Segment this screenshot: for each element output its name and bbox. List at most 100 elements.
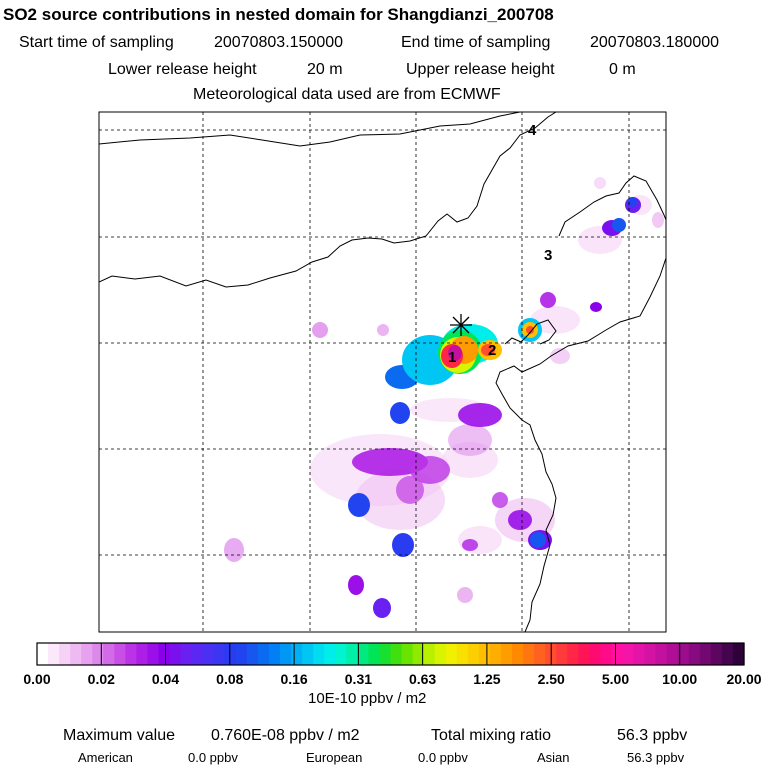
colorbar-cell [699,643,712,665]
colorbar-cell [423,643,436,665]
colorbar-cell [246,643,259,665]
colorbar-cell [567,643,579,665]
grid-label-4: 4 [528,122,537,139]
region-value-european: 0.0 ppbv [418,750,468,765]
grid-label-3: 3 [544,247,552,264]
plume-blob [627,197,637,207]
colorbar-cell [456,643,469,665]
colorbar-cell [213,643,226,665]
colorbar-cells [37,643,745,665]
region-value-asian: 56.3 ppbv [627,750,685,765]
plume-blobs [224,177,664,618]
colorbar-cell [445,643,458,665]
colorbar-cell [235,643,248,665]
plume-blob [448,345,462,361]
region-value-american: 0.0 ppbv [188,750,238,765]
colorbar-tick-label: 0.04 [151,671,180,687]
colorbar-cell [224,643,237,665]
plume-blob [348,575,364,595]
colorbar-frame [36,642,745,666]
colorbar-units: 10E-10 ppbv / m2 [308,690,427,707]
colorbar-cell [257,643,270,665]
lat-lon-grid [99,112,666,632]
colorbar-tick-label: 0.00 [23,671,51,687]
colorbar-cell [37,643,49,665]
colorbar-cell [291,643,303,665]
colorbar-cell [611,643,624,665]
plume-blob [410,456,450,484]
region-name-european: European [306,750,363,765]
grid-label-2: 2 [488,342,496,359]
map-frame [98,111,667,633]
colorbar-cell [313,643,325,665]
plume-blob [462,539,478,551]
colorbar-cell [489,643,502,665]
colorbar-cell [688,643,701,665]
colorbar-cell [644,643,657,665]
max-value: 0.760E-08 ppbv / m2 [211,727,360,744]
colorbar-cell [578,643,590,665]
colorbar-cell [368,643,381,665]
receptor-marker [450,314,472,336]
colorbar-cell [180,643,193,665]
colorbar-tick-label: 1.25 [473,671,501,687]
plume-blob [348,493,370,517]
colorbar-tick-label: 20.00 [726,671,762,687]
end-time-label: End time of sampling [401,34,551,51]
start-time-value: 20070803.150000 [214,34,344,51]
colorbar-cell [324,643,336,665]
colorbar-separators [100,643,681,665]
upper-height-value: 0 m [609,61,636,78]
plume-blob [612,218,626,232]
colorbar-cell [191,643,204,665]
plume-blob [392,533,414,557]
region-name-asian: Asian [537,750,570,765]
colorbar-cell [467,643,480,665]
colorbar-cell [280,643,292,665]
plume-blob [352,448,428,476]
plume-blob [448,424,492,456]
colorbar-cell [732,643,745,665]
colorbar-cell [169,643,182,665]
colorbar-cell [202,643,215,665]
colorbar-cell [81,643,93,665]
plume-blob [481,344,495,356]
colorbar-tick-label: 5.00 [601,671,630,687]
colorbar-tick-label: 2.50 [537,671,565,687]
colorbar-tick-label: 10.00 [662,671,698,687]
lower-height-label: Lower release height [108,61,257,78]
plume-blob [550,348,570,364]
colorbar-cell [158,643,171,665]
colorbar-cell [434,643,447,665]
coastline-north [99,112,557,288]
plume-blob [312,322,328,338]
plume-blob [594,177,606,189]
colorbar-cell [589,643,601,665]
colorbar-cell [70,643,82,665]
map-area: 1 2 3 4 [99,112,666,632]
plume-blob [458,403,502,427]
coastline-east [495,175,666,632]
total-mixing-value: 56.3 ppbv [617,727,688,744]
colorbar-cell [721,643,734,665]
coastline-peninsula [504,319,557,345]
colorbar-cell [92,643,104,665]
plume-blob [390,402,410,424]
colorbar-cell [302,643,314,665]
grid-label-1: 1 [448,349,456,366]
colorbar-cell [622,643,635,665]
plume-blob [530,306,580,334]
colorbar-cell [500,643,513,665]
colorbar-cell [478,643,491,665]
plume-blob [377,324,389,336]
colorbar-cell [390,643,403,665]
colorbar-cell [556,643,568,665]
plume-blob [652,212,664,228]
colorbar-cell [655,643,668,665]
plume-blob [396,476,424,504]
colorbar-cell [401,643,414,665]
colorbar-cell [512,643,524,665]
colorbar-tick-label: 0.02 [87,671,115,687]
upper-height-label: Upper release height [406,61,555,78]
